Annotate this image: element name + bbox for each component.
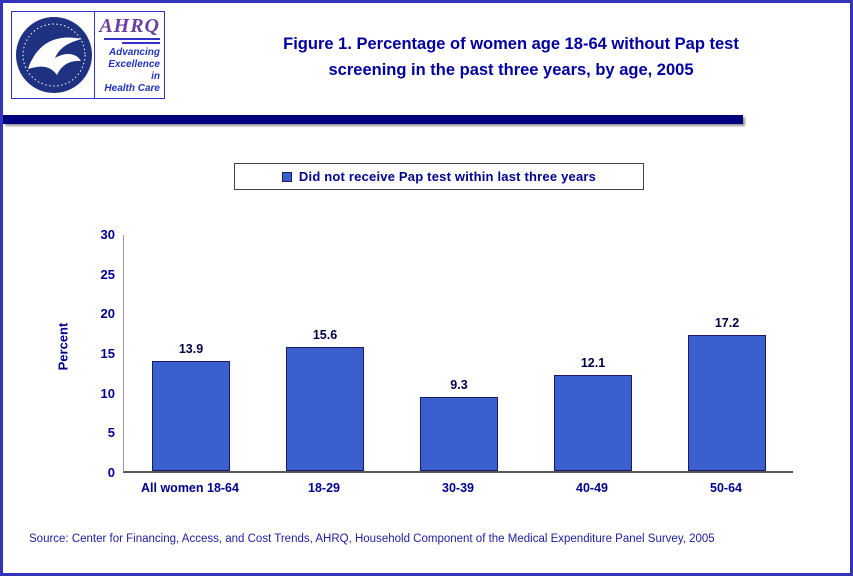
x-category-label: 18-29: [308, 481, 340, 495]
figure-title: Figure 1. Percentage of women age 18-64 …: [181, 31, 841, 84]
y-tick-label: 30: [100, 227, 115, 242]
hhs-seal-icon: [16, 17, 92, 93]
ahrq-tagline-line3: Health Care: [104, 82, 160, 94]
ahrq-tagline: Advancing Excellence in Health Care: [97, 47, 160, 95]
ahrq-abbr-text: AHRQ: [99, 14, 160, 37]
x-category-label: 50-64: [710, 481, 742, 495]
bar: [554, 375, 632, 471]
bar: [420, 397, 498, 471]
y-tick-label: 5: [107, 425, 115, 441]
header-divider-bar: [3, 115, 743, 124]
x-category-label: 30-39: [442, 481, 474, 495]
bar-value-label: 13.9: [178, 341, 204, 356]
ahrq-wordmark: AHRQ Advancing Excellence in Health Care: [94, 12, 164, 98]
bar-value-label: 17.2: [714, 315, 740, 330]
y-tick-label: 0: [107, 465, 115, 480]
bar-value-label: 9.3: [450, 378, 468, 393]
y-tick-label: 25: [100, 266, 115, 282]
y-axis-title: Percent: [55, 322, 71, 371]
legend-label: Did not receive Pap test within last thr…: [298, 169, 597, 184]
bar-value-label: 15.6: [312, 328, 338, 343]
bar: [152, 360, 230, 471]
figure-title-line1: Figure 1. Percentage of women age 18-64 …: [283, 35, 739, 53]
chart-legend: Did not receive Pap test within last thr…: [234, 163, 644, 190]
y-tick-label: 15: [100, 346, 115, 361]
plot-area: 13.9 15.6 9.3 12.1 17.2: [123, 235, 793, 473]
x-axis-labels: All women 18-64 18-29 30-39 40-49 50-64: [123, 481, 793, 501]
bar: [286, 347, 364, 471]
y-axis-tick-labels: 0 5 10 15 20 25 30: [75, 227, 115, 480]
ahrq-tagline-line1: Advancing: [108, 46, 160, 58]
y-tick-label: 20: [100, 306, 115, 322]
figure-title-line2: screening in the past three years, by ag…: [328, 61, 694, 80]
bar: [688, 334, 766, 471]
y-tick-label: 10: [100, 385, 115, 401]
ahrq-tagline-line2: Excellence in: [108, 58, 160, 82]
bar-value-label: 12.1: [580, 356, 606, 371]
x-category-label: All women 18-64: [141, 481, 239, 495]
ahrq-swoosh-icon: [104, 37, 160, 44]
x-category-label: 40-49: [576, 481, 608, 495]
legend-swatch-icon: [281, 171, 292, 182]
ahrq-logo: AHRQ Advancing Excellence in Health Care: [11, 11, 165, 99]
source-note: Source: Center for Financing, Access, an…: [29, 533, 715, 545]
